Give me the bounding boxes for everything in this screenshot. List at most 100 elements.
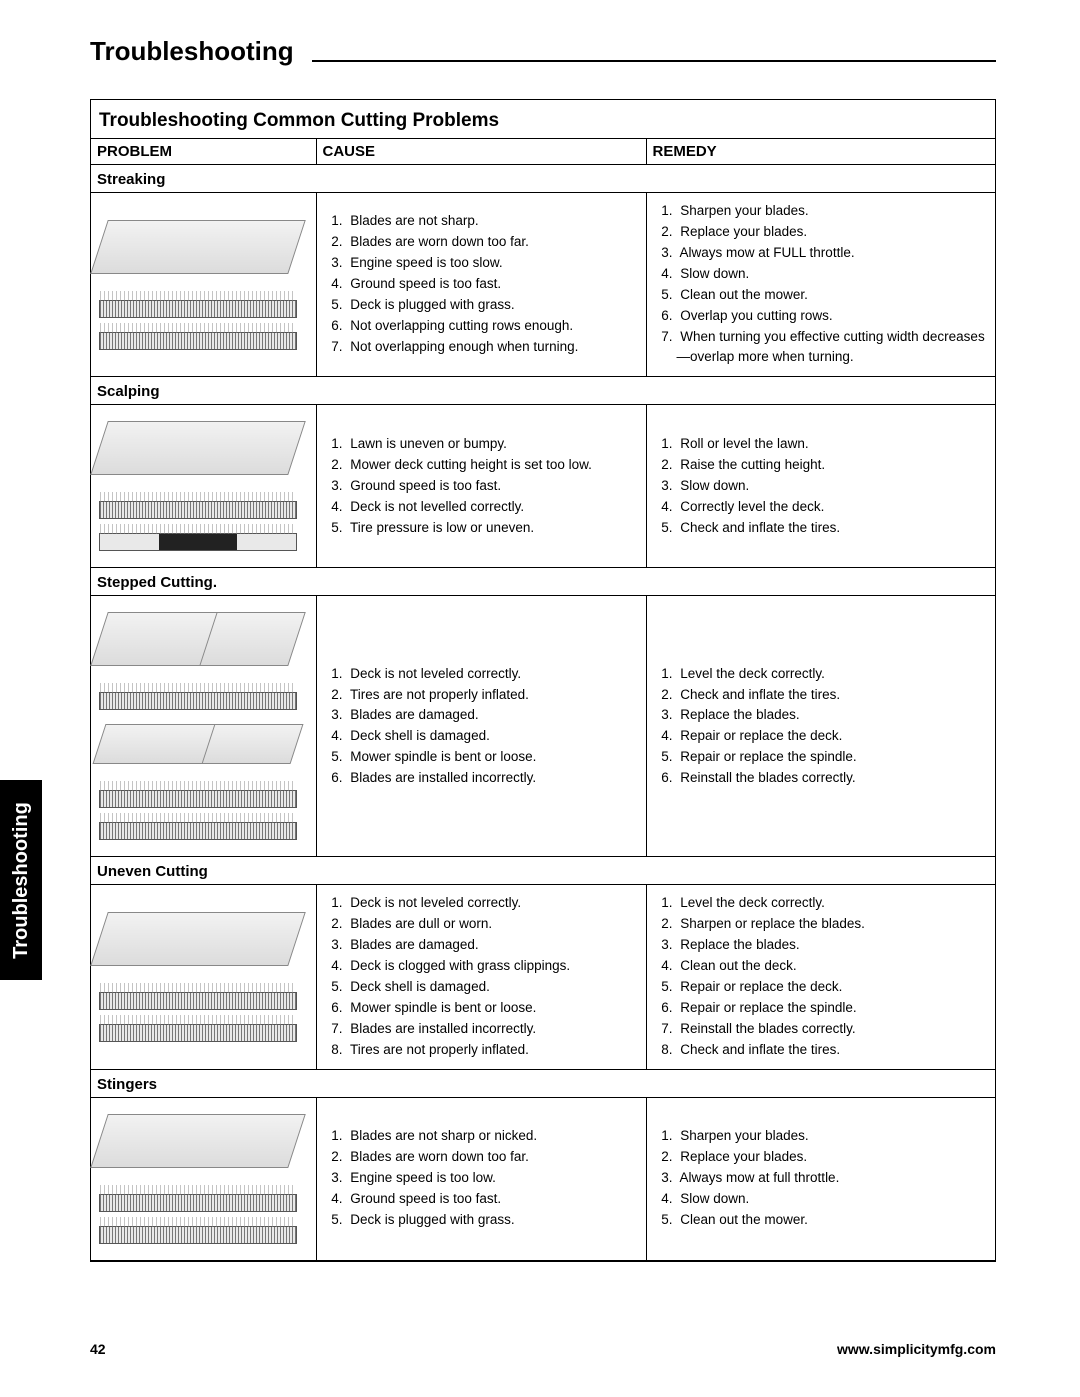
remedy-item: 6. Reinstall the blades correctly. [657,768,990,789]
col-header-problem: PROBLEM [91,139,316,165]
cause-text: Tires are not properly inflated. [350,1042,529,1057]
remedy-text: Slow down. [680,266,749,281]
cause-item: 7. Not overlapping enough when turning. [327,337,640,358]
remedy-text: Clean out the mower. [680,1212,808,1227]
cause-item: 5. Tire pressure is low or uneven. [327,518,640,539]
problem-illustration [91,596,316,857]
section-label-row: Streaking [91,165,995,193]
cause-item: 3. Blades are damaged. [327,705,640,726]
cause-text: Blades are not sharp. [350,213,478,228]
cause-item: 5. Deck is plugged with grass. [327,1210,640,1231]
remedy-item: 4. Slow down. [657,264,990,285]
section-label: Uneven Cutting [91,857,995,885]
section-content-row: 1. Blades are not sharp.2. Blades are wo… [91,193,995,377]
remedy-item: 4. Repair or replace the deck. [657,726,990,747]
remedy-text: Check and inflate the tires. [680,1042,840,1057]
cause-item: 2. Blades are worn down too far. [327,1147,640,1168]
remedy-item: 5. Clean out the mower. [657,285,990,306]
remedy-item: 4. Clean out the deck. [657,956,990,977]
troubleshooting-table: PROBLEM CAUSE REMEDY Streaking1. Blades … [91,138,995,1261]
cause-text: Deck shell is damaged. [350,728,490,743]
cause-item: 6. Mower spindle is bent or loose. [327,998,640,1019]
cause-item: 5. Mower spindle is bent or loose. [327,747,640,768]
cause-item: 2. Tires are not properly inflated. [327,685,640,706]
cause-item: 8. Tires are not properly inflated. [327,1040,640,1061]
troubleshooting-table-wrapper: Troubleshooting Common Cutting Problems … [90,99,996,1262]
cause-item: 4. Ground speed is too fast. [327,1189,640,1210]
cause-item: 2. Mower deck cutting height is set too … [327,455,640,476]
remedy-text: Overlap you cutting rows. [680,308,832,323]
col-header-remedy: REMEDY [646,139,995,165]
problem-illustration [91,405,316,568]
section-content-row: 1. Deck is not leveled correctly.2. Tire… [91,596,995,857]
cause-text: Ground speed is too fast. [350,276,501,291]
cause-text: Lawn is uneven or bumpy. [350,436,507,451]
cause-text: Blades are installed incorrectly. [350,770,536,785]
cause-item: 2. Blades are worn down too far. [327,232,640,253]
section-content-row: 1. Blades are not sharp or nicked.2. Bla… [91,1097,995,1260]
title-row: Troubleshooting [90,36,996,67]
remedy-item: 1. Roll or level the lawn. [657,434,990,455]
cause-text: Blades are worn down too far. [350,234,529,249]
problem-illustration [91,1097,316,1260]
cause-text: Blades are installed incorrectly. [350,1021,536,1036]
cause-text: Not overlapping enough when turning. [350,339,578,354]
remedy-item: 8. Check and inflate the tires. [657,1040,990,1061]
remedy-text: Replace your blades. [680,1149,807,1164]
remedy-item: 3. Slow down. [657,476,990,497]
table-header-row: PROBLEM CAUSE REMEDY [91,139,995,165]
remedy-item: 1. Sharpen your blades. [657,1126,990,1147]
title-rule [312,60,996,62]
cause-cell: 1. Blades are not sharp.2. Blades are wo… [316,193,646,377]
cause-text: Deck is plugged with grass. [350,1212,514,1227]
remedy-text: When turning you effective cutting width… [677,329,985,365]
footer: 42 www.simplicitymfg.com [90,1341,996,1357]
section-label-row: Stepped Cutting. [91,568,995,596]
cause-text: Ground speed is too fast. [350,478,501,493]
remedy-item: 3. Replace the blades. [657,705,990,726]
section-label: Streaking [91,165,995,193]
cause-text: Ground speed is too fast. [350,1191,501,1206]
cause-text: Mower deck cutting height is set too low… [350,457,592,472]
cause-item: 1. Lawn is uneven or bumpy. [327,434,640,455]
section-content-row: 1. Deck is not leveled correctly.2. Blad… [91,885,995,1069]
page-number: 42 [90,1341,106,1357]
cause-text: Deck is not leveled correctly. [350,895,521,910]
cause-item: 3. Ground speed is too fast. [327,476,640,497]
cause-text: Tire pressure is low or uneven. [350,520,534,535]
remedy-text: Always mow at FULL throttle. [680,245,855,260]
section-label-row: Stingers [91,1069,995,1097]
remedy-text: Sharpen your blades. [680,1128,808,1143]
cause-text: Blades are damaged. [350,937,478,952]
cause-item: 1. Blades are not sharp or nicked. [327,1126,640,1147]
remedy-text: Correctly level the deck. [680,499,824,514]
remedy-text: Slow down. [680,478,749,493]
remedy-text: Sharpen or replace the blades. [680,916,865,931]
cause-text: Deck is plugged with grass. [350,297,514,312]
section-content-row: 1. Lawn is uneven or bumpy.2. Mower deck… [91,405,995,568]
cause-item: 1. Deck is not leveled correctly. [327,664,640,685]
cause-item: 5. Deck is plugged with grass. [327,295,640,316]
remedy-text: Repair or replace the deck. [680,728,842,743]
remedy-text: Replace the blades. [680,707,799,722]
remedy-text: Always mow at full throttle. [680,1170,840,1185]
side-tab-label: Troubleshooting [10,802,33,959]
cause-item: 4. Deck is not levelled correctly. [327,497,640,518]
cause-item: 6. Not overlapping cutting rows enough. [327,316,640,337]
section-label: Stepped Cutting. [91,568,995,596]
page-body: Troubleshooting Troubleshooting Common C… [0,0,1080,1302]
section-label: Scalping [91,377,995,405]
cause-text: Deck shell is damaged. [350,979,490,994]
remedy-item: 3. Always mow at FULL throttle. [657,243,990,264]
remedy-text: Repair or replace the deck. [680,979,842,994]
cause-cell: 1. Blades are not sharp or nicked.2. Bla… [316,1097,646,1260]
remedy-text: Raise the cutting height. [680,457,825,472]
cause-item: 7. Blades are installed incorrectly. [327,1019,640,1040]
remedy-item: 2. Raise the cutting height. [657,455,990,476]
remedy-cell: 1. Level the deck correctly.2. Check and… [646,596,995,857]
remedy-item: 2. Check and inflate the tires. [657,685,990,706]
cause-text: Blades are not sharp or nicked. [350,1128,537,1143]
remedy-item: 2. Sharpen or replace the blades. [657,914,990,935]
remedy-cell: 1. Sharpen your blades.2. Replace your b… [646,1097,995,1260]
cause-item: 4. Ground speed is too fast. [327,274,640,295]
